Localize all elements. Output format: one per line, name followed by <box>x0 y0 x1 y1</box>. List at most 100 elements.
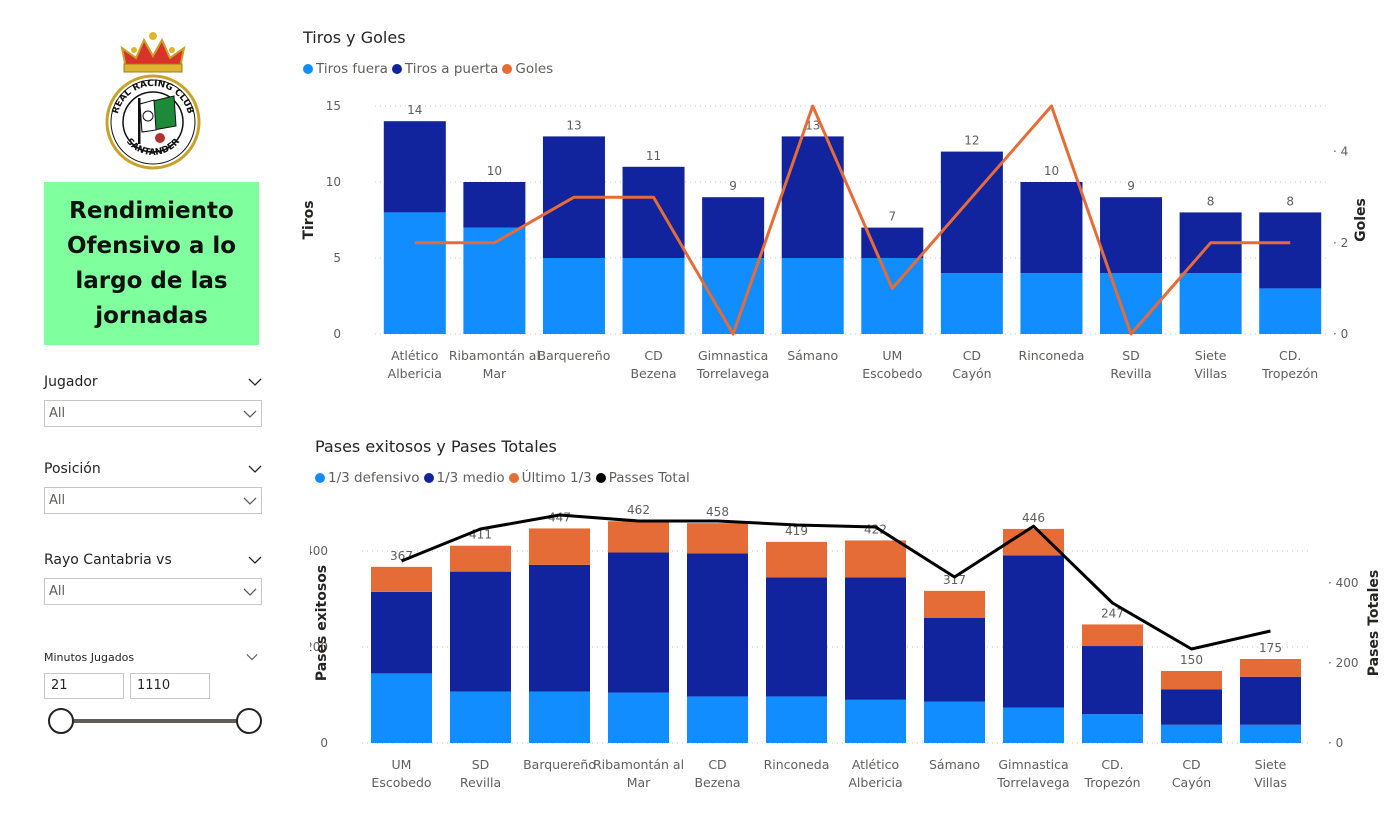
y2-axis-title: Pases Totales <box>1366 570 1382 676</box>
bar-2 <box>845 577 906 700</box>
bar-1 <box>622 258 685 334</box>
legend-item[interactable]: 1/3 medio <box>423 470 505 486</box>
data-label-total: 11 <box>646 149 661 163</box>
bar-1 <box>1259 288 1322 334</box>
bar-1 <box>1240 724 1301 743</box>
data-label-total: 13 <box>566 118 581 132</box>
bar-2 <box>529 564 590 692</box>
chart1-tiros-goles: 0 5 10 15 · 0 · 2 · 4 Tiros Goles 14 Atlético Alber… <box>301 99 1369 381</box>
x-tick-label: CD Bezena <box>630 348 676 381</box>
report-title-box: Rendimiento Ofensivo a lo largo de las j… <box>44 182 259 345</box>
y-tick-label: 15 <box>326 99 341 113</box>
y2-tick-label: · 200 <box>1328 656 1359 670</box>
legend-item[interactable]: Passes Total <box>595 470 690 486</box>
bar-1 <box>1179 273 1242 334</box>
bar-1 <box>924 701 985 743</box>
bar-1 <box>1020 273 1083 334</box>
bar-3 <box>608 521 669 553</box>
x-tick-label: UM Escobedo <box>371 757 431 790</box>
legend-item[interactable]: Último 1/3 <box>508 470 592 486</box>
minutos-range-slider[interactable] <box>48 706 264 736</box>
x-tick-label: SD Revilla <box>1110 348 1151 381</box>
bar-3 <box>924 590 985 618</box>
bar-3 <box>766 541 827 578</box>
bar-3 <box>1161 671 1222 690</box>
bar-1 <box>529 691 590 743</box>
x-tick-label: Siete Villas <box>1194 348 1227 381</box>
slicer-posicion: Posición All <box>44 459 262 514</box>
slicer-posicion-dropdown[interactable]: All <box>44 487 262 514</box>
data-label-total: 10 <box>487 164 502 178</box>
data-label-total: 175 <box>1259 641 1282 655</box>
bar-3 <box>1082 624 1143 647</box>
x-tick-label: Atlético Albericia <box>388 348 442 381</box>
bar-2 <box>1082 646 1143 715</box>
data-label-total: 150 <box>1180 653 1203 667</box>
chevron-down-icon[interactable] <box>248 553 262 567</box>
slicer-jugador-dropdown[interactable]: All <box>44 400 262 427</box>
bar-2 <box>622 166 685 258</box>
line-series <box>400 513 1271 651</box>
bar-3 <box>687 523 748 554</box>
data-label-total: 14 <box>407 103 422 117</box>
bar-2 <box>608 552 669 693</box>
data-label-total: 422 <box>864 522 887 536</box>
bar-1 <box>1003 707 1064 743</box>
bar-3 <box>845 540 906 578</box>
x-tick-label: Ribamontán al Mar <box>449 348 540 381</box>
slider-handle-max[interactable] <box>236 708 262 734</box>
slicer-minutos-label: Minutos Jugados <box>44 650 135 664</box>
bar-2 <box>924 617 985 702</box>
chart2-title: Pases exitosos y Pases Totales <box>315 437 557 456</box>
legend-item[interactable]: Tiros a puerta <box>391 61 498 77</box>
chevron-down-icon <box>243 588 257 596</box>
data-label-total: 419 <box>785 524 808 538</box>
minutos-max-input[interactable]: 1110 <box>130 673 210 699</box>
minutos-min-input[interactable]: 21 <box>44 673 124 699</box>
x-tick-label: Siete Villas <box>1254 757 1287 790</box>
bar-1 <box>1161 724 1222 743</box>
legend-item[interactable]: Goles <box>502 61 553 77</box>
x-tick-label: UM Escobedo <box>862 348 922 381</box>
bar-1 <box>766 696 827 743</box>
x-tick-label: Rinconeda <box>764 757 830 772</box>
legend-item[interactable]: Tiros fuera <box>303 61 388 77</box>
data-label-total: 13 <box>805 118 820 132</box>
bar-3 <box>1240 659 1301 677</box>
club-logo: REAL RACING CLUB SANTANDER <box>104 30 202 170</box>
chevron-down-icon[interactable] <box>248 462 262 476</box>
data-label-total: 7 <box>888 210 896 224</box>
report-title: Rendimiento Ofensivo a lo largo de las j… <box>66 197 237 329</box>
x-tick-label: Barquereño <box>538 348 611 363</box>
chart1-title: Tiros y Goles <box>303 28 406 47</box>
data-label-total: 12 <box>964 134 979 148</box>
chevron-down-icon <box>243 410 257 418</box>
y2-tick-label: · 0 <box>1333 327 1348 341</box>
x-tick-label: Gimnastica Torrelavega <box>996 757 1069 790</box>
slicer-jugador-label: Jugador <box>44 374 98 390</box>
bar-1 <box>1082 714 1143 743</box>
data-label-total: 8 <box>1286 194 1294 208</box>
y-tick-label: 0 <box>320 736 328 750</box>
chevron-down-icon[interactable] <box>248 375 262 389</box>
legend-item[interactable]: 1/3 defensivo <box>315 470 420 486</box>
bar-2 <box>383 121 446 213</box>
bar-1 <box>463 227 526 334</box>
bar-2 <box>940 151 1003 274</box>
data-label-total: 8 <box>1207 194 1215 208</box>
slider-handle-min[interactable] <box>48 708 74 734</box>
x-tick-label: Atlético Albericia <box>848 757 902 790</box>
crown-icon <box>120 32 186 73</box>
bar-3 <box>450 545 511 572</box>
y2-tick-label: · 2 <box>1333 236 1348 250</box>
x-tick-label: Sámano <box>787 348 838 363</box>
data-label-total: 10 <box>1044 164 1059 178</box>
slicer-rival-value: All <box>49 584 66 599</box>
chevron-down-icon[interactable] <box>246 651 258 663</box>
flag-icon <box>138 95 177 144</box>
bar-3 <box>371 566 432 592</box>
bar-2 <box>1259 212 1322 289</box>
slicer-rival-dropdown[interactable]: All <box>44 578 262 605</box>
x-tick-label: SD Revilla <box>460 757 501 790</box>
x-tick-label: Gimnastica Torrelavega <box>696 348 769 381</box>
